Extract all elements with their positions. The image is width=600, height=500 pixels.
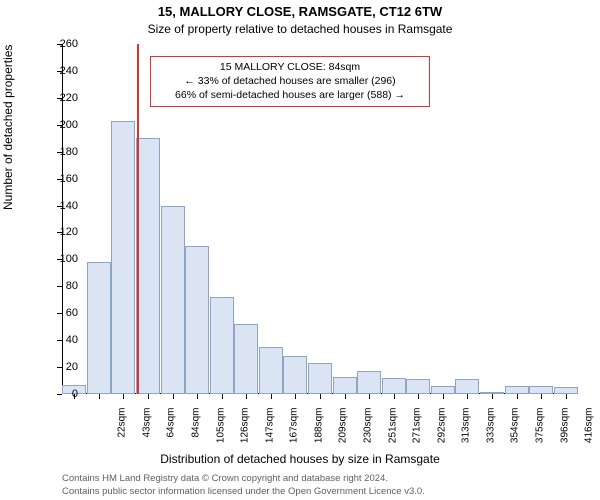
xtick-mark xyxy=(443,394,444,399)
xtick-mark xyxy=(517,394,518,399)
ytick-label: 200 xyxy=(60,119,78,131)
ytick-label: 60 xyxy=(66,307,78,319)
xtick-mark xyxy=(123,394,124,399)
ytick-label: 80 xyxy=(66,280,78,292)
ytick-label: 220 xyxy=(60,92,78,104)
xtick-label: 230sqm xyxy=(363,408,374,458)
xtick-label: 105sqm xyxy=(215,408,226,458)
xtick-mark xyxy=(320,394,321,399)
histogram-bar xyxy=(185,246,209,394)
xtick-label: 354sqm xyxy=(510,408,521,458)
ytick-label: 260 xyxy=(60,38,78,50)
footer-attribution: Contains HM Land Registry data © Crown c… xyxy=(62,473,425,498)
ytick-label: 20 xyxy=(66,361,78,373)
chart-subtitle: Size of property relative to detached ho… xyxy=(0,22,600,36)
ytick-label: 0 xyxy=(72,388,78,400)
xtick-mark xyxy=(345,394,346,399)
xtick-mark xyxy=(541,394,542,399)
histogram-bar xyxy=(161,206,185,394)
xtick-label: 416sqm xyxy=(584,408,595,458)
histogram-bar xyxy=(382,378,406,394)
histogram-bar xyxy=(357,371,381,394)
ytick-label: 180 xyxy=(60,146,78,158)
chart-title-address: 15, MALLORY CLOSE, RAMSGATE, CT12 6TW xyxy=(0,4,600,19)
footer-line-1: Contains HM Land Registry data © Crown c… xyxy=(62,473,425,485)
xtick-label: 396sqm xyxy=(559,408,570,458)
annotation-line: 15 MALLORY CLOSE: 84sqm xyxy=(157,60,423,74)
ytick-label: 100 xyxy=(60,253,78,265)
histogram-bar xyxy=(455,379,479,394)
reference-line xyxy=(137,44,139,394)
histogram-bar xyxy=(136,138,160,394)
xtick-label: 188sqm xyxy=(313,408,324,458)
xtick-mark xyxy=(369,394,370,399)
xtick-mark xyxy=(197,394,198,399)
histogram-bar xyxy=(308,363,332,394)
xtick-label: 22sqm xyxy=(117,408,128,458)
ytick-label: 160 xyxy=(60,173,78,185)
xtick-mark xyxy=(173,394,174,399)
ytick-label: 140 xyxy=(60,200,78,212)
ytick-label: 120 xyxy=(60,226,78,238)
histogram-bar xyxy=(431,386,455,394)
histogram-bar xyxy=(283,356,307,394)
histogram-bar xyxy=(210,297,234,394)
xtick-label: 147sqm xyxy=(264,408,275,458)
histogram-bar xyxy=(554,387,578,394)
histogram-bar xyxy=(505,386,529,394)
xtick-label: 84sqm xyxy=(191,408,202,458)
ytick-label: 40 xyxy=(66,334,78,346)
annotation-line: 66% of semi-detached houses are larger (… xyxy=(157,88,423,102)
xtick-label: 126sqm xyxy=(240,408,251,458)
xtick-mark xyxy=(566,394,567,399)
xtick-mark xyxy=(295,394,296,399)
xtick-mark xyxy=(418,394,419,399)
xtick-mark xyxy=(271,394,272,399)
histogram-bar xyxy=(234,324,258,394)
chart-container: 15, MALLORY CLOSE, RAMSGATE, CT12 6TW Si… xyxy=(0,0,600,500)
xtick-mark xyxy=(99,394,100,399)
ytick-mark xyxy=(57,286,62,287)
y-axis-label: Number of detached properties xyxy=(1,45,15,210)
xtick-label: 64sqm xyxy=(166,408,177,458)
ytick-mark xyxy=(57,313,62,314)
xtick-mark xyxy=(492,394,493,399)
xtick-label: 251sqm xyxy=(387,408,398,458)
histogram-bar xyxy=(111,121,135,394)
xtick-mark xyxy=(394,394,395,399)
footer-line-2: Contains public sector information licen… xyxy=(62,486,425,498)
xtick-label: 167sqm xyxy=(289,408,300,458)
histogram-bar xyxy=(406,379,430,394)
xtick-label: 313sqm xyxy=(461,408,472,458)
xtick-mark xyxy=(467,394,468,399)
histogram-bar xyxy=(529,386,553,394)
xtick-label: 375sqm xyxy=(535,408,546,458)
ytick-mark xyxy=(57,394,62,395)
xtick-label: 333sqm xyxy=(485,408,496,458)
annotation-box: 15 MALLORY CLOSE: 84sqm← 33% of detached… xyxy=(150,56,430,107)
plot-area: 15 MALLORY CLOSE: 84sqm← 33% of detached… xyxy=(62,44,578,394)
xtick-label: 43sqm xyxy=(141,408,152,458)
xtick-label: 271sqm xyxy=(412,408,423,458)
xtick-mark xyxy=(246,394,247,399)
ytick-mark xyxy=(57,367,62,368)
annotation-line: ← 33% of detached houses are smaller (29… xyxy=(157,74,423,88)
ytick-mark xyxy=(57,340,62,341)
histogram-bar xyxy=(333,377,357,395)
xtick-label: 292sqm xyxy=(436,408,447,458)
histogram-bar xyxy=(259,347,283,394)
xtick-label: 209sqm xyxy=(338,408,349,458)
histogram-bar xyxy=(87,262,111,394)
ytick-label: 240 xyxy=(60,65,78,77)
xtick-mark xyxy=(222,394,223,399)
xtick-mark xyxy=(148,394,149,399)
